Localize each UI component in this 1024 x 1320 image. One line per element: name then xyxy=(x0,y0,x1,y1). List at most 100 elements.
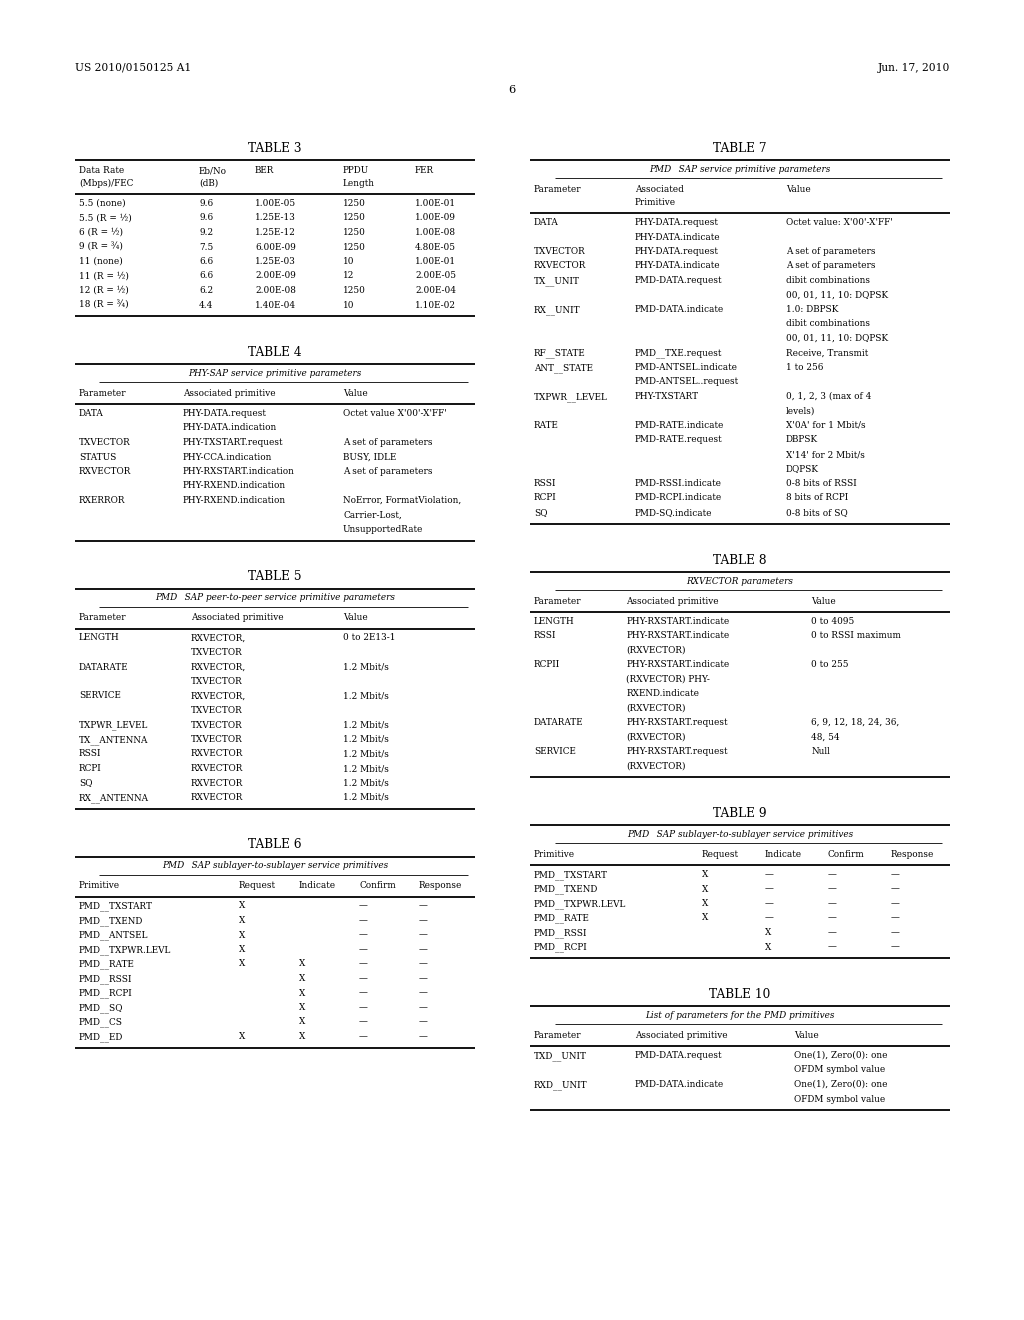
Text: Carrier-Lost,: Carrier-Lost, xyxy=(343,511,401,520)
Text: BER: BER xyxy=(255,166,274,176)
Text: —: — xyxy=(419,1003,428,1012)
Text: 1.0: DBPSK: 1.0: DBPSK xyxy=(786,305,839,314)
Text: TXVECTOR: TXVECTOR xyxy=(191,677,243,686)
Text: dibit combinations: dibit combinations xyxy=(786,319,870,329)
Text: RF__STATE: RF__STATE xyxy=(534,348,586,358)
Text: ANT__STATE: ANT__STATE xyxy=(534,363,593,372)
Text: RXVECTOR: RXVECTOR xyxy=(191,779,244,788)
Text: 1.00E-01: 1.00E-01 xyxy=(415,257,456,267)
Text: —: — xyxy=(891,942,900,952)
Text: PMD__TXPWR.LEVL: PMD__TXPWR.LEVL xyxy=(79,945,171,954)
Text: Confirm: Confirm xyxy=(828,850,864,859)
Text: —: — xyxy=(419,902,428,911)
Text: PMD__TXEND: PMD__TXEND xyxy=(79,916,143,925)
Text: TABLE 5: TABLE 5 xyxy=(248,570,302,583)
Text: RX__ANTENNA: RX__ANTENNA xyxy=(79,793,150,803)
Text: X: X xyxy=(239,902,246,911)
Text: 9.2: 9.2 xyxy=(199,228,213,238)
Text: TX__ANTENNA: TX__ANTENNA xyxy=(79,735,148,744)
Text: —: — xyxy=(828,942,837,952)
Text: TXVECTOR: TXVECTOR xyxy=(191,706,243,715)
Text: One(1), Zero(0): one: One(1), Zero(0): one xyxy=(795,1080,888,1089)
Text: SERVICE: SERVICE xyxy=(79,692,121,701)
Text: X: X xyxy=(239,945,246,954)
Text: 1.10E-02: 1.10E-02 xyxy=(415,301,456,309)
Text: DBPSK: DBPSK xyxy=(786,436,818,445)
Text: PMD-RCPI.indicate: PMD-RCPI.indicate xyxy=(635,494,722,503)
Text: 8 bits of RCPI: 8 bits of RCPI xyxy=(786,494,848,503)
Text: —: — xyxy=(419,1018,428,1027)
Text: BUSY, IDLE: BUSY, IDLE xyxy=(343,453,396,462)
Text: Associated: Associated xyxy=(635,185,684,194)
Text: (RXVECTOR): (RXVECTOR) xyxy=(627,733,686,742)
Text: Associated primitive: Associated primitive xyxy=(627,597,719,606)
Text: PHY-RXSTART.indicate: PHY-RXSTART.indicate xyxy=(627,660,730,669)
Text: TABLE 6: TABLE 6 xyxy=(248,838,302,851)
Text: X: X xyxy=(702,870,709,879)
Text: —: — xyxy=(359,1003,368,1012)
Text: Parameter: Parameter xyxy=(79,389,127,399)
Text: 1.00E-05: 1.00E-05 xyxy=(255,199,296,209)
Text: PMD__RSSI: PMD__RSSI xyxy=(79,974,132,983)
Text: —: — xyxy=(419,1032,428,1041)
Text: RXVECTOR: RXVECTOR xyxy=(534,261,587,271)
Text: 0 to 2E13-1: 0 to 2E13-1 xyxy=(343,634,395,643)
Text: DATA: DATA xyxy=(534,218,559,227)
Text: SERVICE: SERVICE xyxy=(534,747,575,756)
Text: (RXVECTOR) PHY-: (RXVECTOR) PHY- xyxy=(627,675,711,684)
Text: 5.5 (none): 5.5 (none) xyxy=(79,199,126,209)
Text: Receive, Transmit: Receive, Transmit xyxy=(786,348,868,358)
Text: 4.4: 4.4 xyxy=(199,301,213,309)
Text: 12 (R = ½): 12 (R = ½) xyxy=(79,286,129,294)
Text: Null: Null xyxy=(811,747,830,756)
Text: PHY-RXEND.indication: PHY-RXEND.indication xyxy=(183,496,286,506)
Text: X: X xyxy=(299,1003,305,1012)
Text: DATA: DATA xyxy=(79,409,103,418)
Text: Primitive: Primitive xyxy=(635,198,676,207)
Text: RXVECTOR: RXVECTOR xyxy=(191,793,244,803)
Text: PMD__RATE: PMD__RATE xyxy=(79,960,135,969)
Text: RXEND.indicate: RXEND.indicate xyxy=(627,689,699,698)
Text: Request: Request xyxy=(239,882,276,891)
Text: A set of parameters: A set of parameters xyxy=(786,247,876,256)
Text: 2.00E-09: 2.00E-09 xyxy=(255,272,296,281)
Text: List of parameters for the PMD primitives: List of parameters for the PMD primitive… xyxy=(645,1011,835,1020)
Text: —: — xyxy=(419,989,428,998)
Text: SQ: SQ xyxy=(79,779,92,788)
Text: PMD-RATE.indicate: PMD-RATE.indicate xyxy=(635,421,724,430)
Text: 1.00E-09: 1.00E-09 xyxy=(415,214,456,223)
Text: —: — xyxy=(891,899,900,908)
Text: TABLE 9: TABLE 9 xyxy=(713,807,767,820)
Text: X'14' for 2 Mbit/s: X'14' for 2 Mbit/s xyxy=(786,450,865,459)
Text: 11 (none): 11 (none) xyxy=(79,257,123,267)
Text: (Mbps)/FEC: (Mbps)/FEC xyxy=(79,180,133,189)
Text: 10: 10 xyxy=(343,301,354,309)
Text: 1.2 Mbit/s: 1.2 Mbit/s xyxy=(343,721,389,730)
Text: TXPWR__LEVEL: TXPWR__LEVEL xyxy=(534,392,608,401)
Text: 1.25E-03: 1.25E-03 xyxy=(255,257,296,267)
Text: Parameter: Parameter xyxy=(534,1031,582,1040)
Text: 18 (R = ¾): 18 (R = ¾) xyxy=(79,301,129,310)
Text: PMD-DATA.request: PMD-DATA.request xyxy=(635,1051,722,1060)
Text: 0, 1, 2, 3 (max of 4: 0, 1, 2, 3 (max of 4 xyxy=(786,392,871,401)
Text: Request: Request xyxy=(702,850,739,859)
Text: UnsupportedRate: UnsupportedRate xyxy=(343,525,423,535)
Text: —: — xyxy=(419,960,428,969)
Text: 1250: 1250 xyxy=(343,243,366,252)
Text: TXVECTOR: TXVECTOR xyxy=(191,721,243,730)
Text: X: X xyxy=(702,899,709,908)
Text: X: X xyxy=(765,928,771,937)
Text: Associated primitive: Associated primitive xyxy=(191,614,284,623)
Text: PMD-DATA.request: PMD-DATA.request xyxy=(635,276,722,285)
Text: —: — xyxy=(891,928,900,937)
Text: 1.2 Mbit/s: 1.2 Mbit/s xyxy=(343,779,389,788)
Text: PHY-DATA.indicate: PHY-DATA.indicate xyxy=(635,232,721,242)
Text: —: — xyxy=(765,870,774,879)
Text: 9 (R = ¾): 9 (R = ¾) xyxy=(79,243,123,252)
Text: Data Rate: Data Rate xyxy=(79,166,124,176)
Text: —: — xyxy=(765,913,774,923)
Text: RXVECTOR: RXVECTOR xyxy=(191,764,244,774)
Text: 6.2: 6.2 xyxy=(199,286,213,294)
Text: RSSI: RSSI xyxy=(79,750,101,759)
Text: X: X xyxy=(702,884,709,894)
